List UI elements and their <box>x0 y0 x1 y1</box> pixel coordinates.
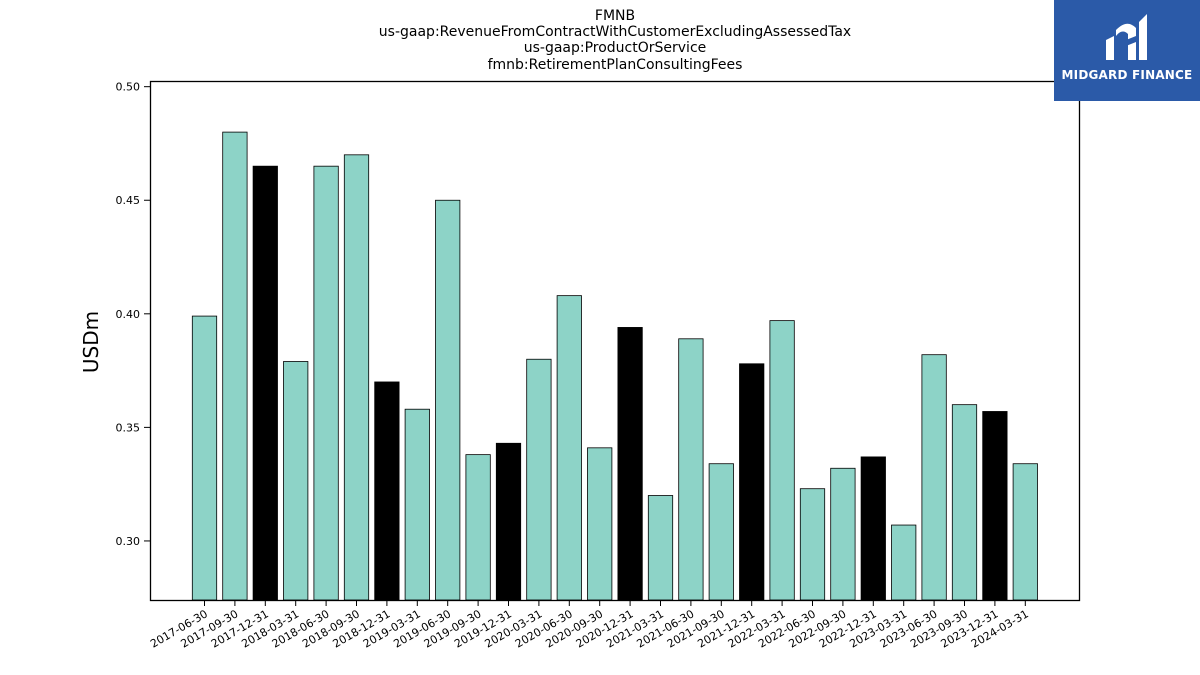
y-tick-label-0.30: 0.30 <box>116 535 141 548</box>
plot-frame <box>149 80 1081 602</box>
bar-2019-12-31 <box>495 442 522 601</box>
bar-2021-03-31 <box>647 495 674 601</box>
bar-2018-12-31 <box>374 381 400 601</box>
bar-2023-06-30 <box>921 354 947 601</box>
y-tick-label-0.50: 0.50 <box>116 81 141 94</box>
title-line-1: FMNB <box>595 8 635 24</box>
midgard-finance-logo: MIDGARD FINANCE <box>1054 0 1200 101</box>
bar-2017-09-30 <box>222 131 248 601</box>
bar-2022-09-30 <box>830 467 856 601</box>
bar-2017-06-30 <box>191 315 218 601</box>
title-line-2: us-gaap:RevenueFromContractWithCustomerE… <box>379 24 851 40</box>
chart-title: FMNB us-gaap:RevenueFromContractWithCust… <box>379 8 851 73</box>
bar-2020-09-30 <box>587 447 613 601</box>
bar-2019-06-30 <box>435 199 461 601</box>
bar-2021-09-30 <box>708 463 734 601</box>
bar-2018-03-31 <box>283 361 309 601</box>
bar-2022-12-31 <box>860 456 886 601</box>
logo-mark-icon <box>1106 14 1147 60</box>
bar-2023-12-31 <box>982 411 1008 601</box>
y-tick-label-0.45: 0.45 <box>116 194 141 207</box>
bar-2018-06-30 <box>313 165 339 601</box>
y-tick-label-0.35: 0.35 <box>116 421 141 434</box>
y-axis-label: USDm <box>79 311 103 373</box>
bar-2019-09-30 <box>465 454 491 601</box>
logo-text: MIDGARD FINANCE <box>1061 68 1193 82</box>
y-tick-label-0.40: 0.40 <box>116 308 141 321</box>
bar-2023-03-31 <box>891 524 917 601</box>
title-line-3: us-gaap:ProductOrService <box>524 40 707 56</box>
bar-2018-09-30 <box>343 154 370 601</box>
title-line-4: fmnb:RetirementPlanConsultingFees <box>488 57 743 73</box>
bars-group <box>191 131 1038 601</box>
bar-2022-06-30 <box>799 488 826 601</box>
bar-2020-03-31 <box>526 358 552 601</box>
bar-2022-03-31 <box>769 320 795 601</box>
bar-2020-06-30 <box>556 295 582 601</box>
bar-2024-03-31 <box>1012 463 1038 601</box>
bar-2021-06-30 <box>678 338 704 601</box>
bar-2017-12-31 <box>252 165 278 601</box>
bar-2019-03-31 <box>404 408 430 601</box>
y-axis: 0.30 0.35 0.40 0.45 0.50 <box>116 81 150 548</box>
bar-2020-12-31 <box>617 327 643 601</box>
bar-2021-12-31 <box>739 363 765 601</box>
x-axis: 2017-06-302017-09-302017-12-312018-03-31… <box>148 600 1031 651</box>
bar-2023-09-30 <box>951 404 978 601</box>
